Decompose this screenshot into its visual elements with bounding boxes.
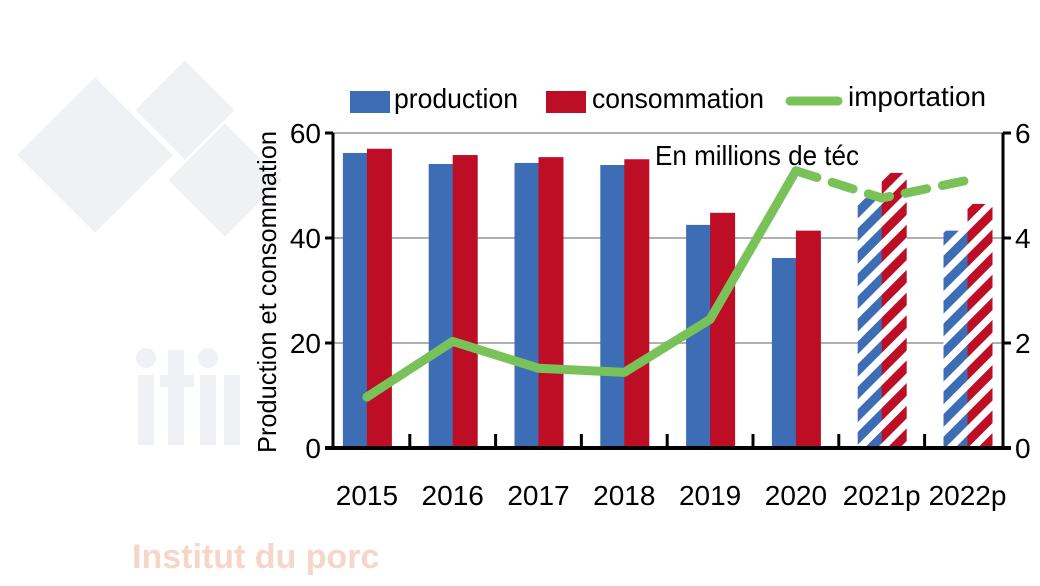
x-tick-label: 2020: [765, 480, 827, 511]
y-axis-label: Production et consommation: [252, 131, 282, 453]
x-tick-label: 2018: [593, 480, 655, 511]
bar-production-2015: [342, 152, 368, 448]
bar-consommation-2017: [538, 157, 564, 448]
x-tick-label: 2016: [422, 480, 484, 511]
bar-production-2022p: [943, 230, 969, 448]
bar-consommation-2021p: [881, 172, 907, 448]
legend-swatch-consommation: [546, 91, 586, 113]
legend: production consommation importation: [350, 81, 986, 114]
y-tick-label: 20: [290, 328, 321, 359]
x-tick-label: 2022p: [929, 480, 1007, 511]
bar-production-2018: [600, 165, 626, 448]
bar-consommation-2022p: [967, 203, 993, 448]
bar-production-2021p: [857, 198, 883, 448]
y-tick-label: 40: [290, 223, 321, 254]
legend-label-importation: importation: [848, 81, 986, 112]
y-tick-label: 60: [290, 118, 321, 149]
bar-consommation-2015: [366, 148, 392, 448]
x-tick-label: 2019: [679, 480, 741, 511]
bar-consommation-2019: [710, 212, 736, 448]
line-importation-actual: [362, 166, 801, 402]
x-tick-label: 2021p: [843, 480, 921, 511]
y2-tick-label: 2: [1015, 328, 1031, 359]
bar-consommation-2018: [624, 159, 650, 448]
bar-consommation-2020: [795, 230, 821, 448]
y2-tick-label: 4: [1015, 223, 1031, 254]
y2-tick-label: 0: [1015, 433, 1031, 464]
bar-production-2020: [771, 257, 797, 448]
bar-production-2016: [428, 163, 454, 448]
legend-swatch-production: [350, 91, 390, 113]
y-tick-label: 0: [305, 433, 321, 464]
legend-label-production: production: [394, 83, 518, 114]
x-tick-label: 2017: [507, 480, 569, 511]
units-annotation: En millions de téc: [655, 140, 859, 171]
y2-tick-label: 6: [1015, 118, 1031, 149]
bar-consommation-2016: [452, 155, 478, 449]
watermark-tagline: Institut du porc: [132, 538, 379, 576]
ifip-watermark-logo: [17, 60, 282, 445]
bar-production-2017: [514, 162, 540, 449]
legend-label-consommation: consommation: [592, 83, 764, 114]
x-tick-label: 2015: [336, 480, 398, 511]
